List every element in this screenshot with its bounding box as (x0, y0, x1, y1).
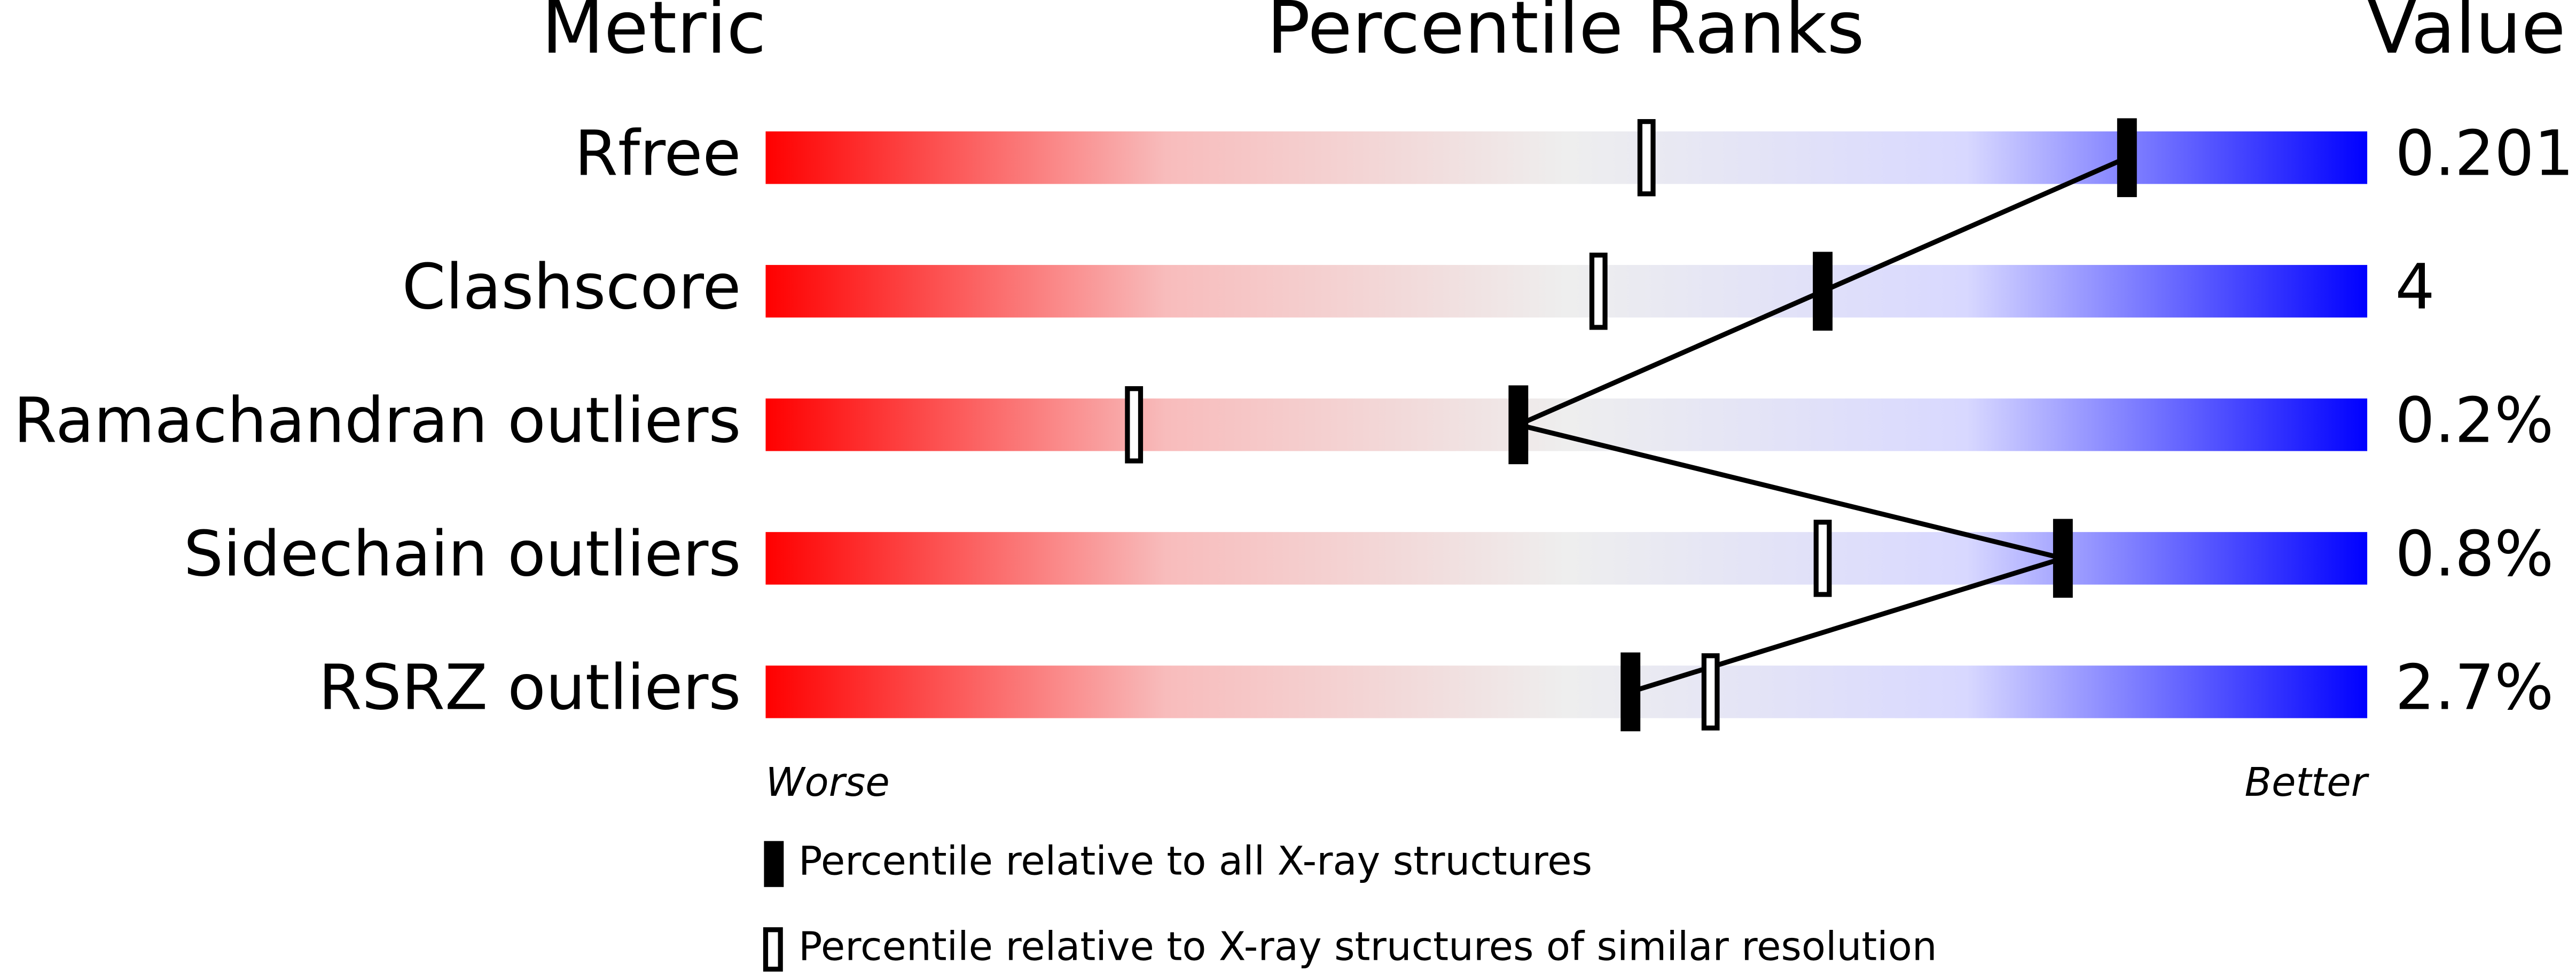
metric-label: Ramachandran outliers (13, 385, 741, 457)
slider-bar (765, 265, 2368, 318)
percentile-marker-open (1589, 253, 1608, 330)
metric-header: Metric (542, 0, 766, 70)
value-header: Value (2367, 0, 2566, 70)
metric-label: Sidechain outliers (184, 518, 741, 591)
slider-bar (765, 665, 2368, 718)
percentile-marker (1620, 652, 1641, 732)
percentile-marker-open (1701, 653, 1720, 731)
slider-bar (765, 532, 2368, 585)
legend-swatch (764, 841, 784, 887)
metric-value: 0.201 (2395, 117, 2574, 190)
legend-swatch (763, 927, 783, 972)
metric-value: 0.2% (2395, 385, 2554, 457)
metric-value: 0.8% (2395, 518, 2554, 591)
metric-value: 4 (2395, 251, 2434, 324)
slider-bar (765, 131, 2368, 184)
metric-label: Rfree (575, 117, 741, 190)
metric-label: RSRZ outliers (318, 652, 741, 724)
slider-bar (765, 398, 2368, 451)
percentile-marker (1813, 252, 1833, 331)
legend-label: Percentile relative to all X-ray structu… (798, 839, 1592, 884)
percentile-marker-open (1813, 520, 1832, 597)
chart-title: Percentile Ranks (1267, 0, 1865, 70)
percentile-marker (1508, 385, 1529, 465)
legend-label: Percentile relative to X-ray structures … (798, 924, 1937, 970)
percentile-marker (2053, 519, 2073, 598)
percentile-marker-open (1637, 119, 1656, 197)
metric-value: 2.7% (2395, 652, 2554, 724)
percentile-marker (2117, 118, 2137, 198)
metric-label: Clashscore (402, 251, 741, 324)
percentile-marker-open (1125, 386, 1144, 464)
x-low-label: Worse (765, 759, 889, 805)
x-high-label: Better (2244, 759, 2369, 805)
